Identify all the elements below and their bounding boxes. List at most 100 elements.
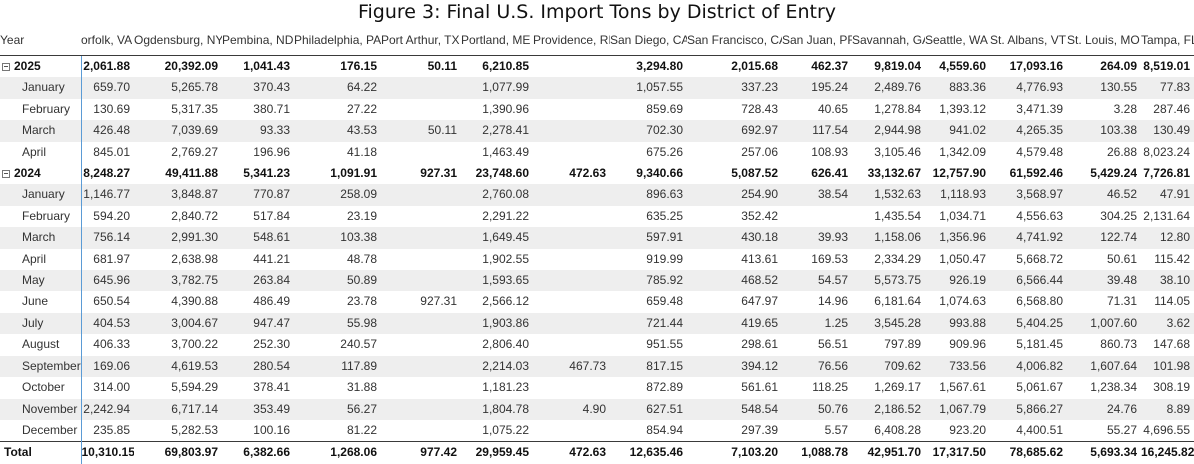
value-cell xyxy=(533,120,610,142)
month-row-header: March xyxy=(0,120,82,142)
month-row: October 314.00 5,594.29 378.41 31.88 1,181.23… xyxy=(0,377,1194,399)
value-cell: 675.26 xyxy=(646,144,683,159)
column-header[interactable]: Ogdensburg, NY xyxy=(134,26,222,56)
column-header[interactable]: Providence, RI xyxy=(533,26,610,56)
collapse-icon[interactable] xyxy=(2,62,10,71)
total-cell: 12,635.46 xyxy=(610,441,687,464)
value-cell: 64.22 xyxy=(294,77,381,99)
column-header[interactable]: orfolk, VA xyxy=(81,26,134,56)
month-row-header: October xyxy=(0,377,82,399)
value-cell: 118.25 xyxy=(812,380,848,395)
value-cell: 240.57 xyxy=(340,337,377,352)
value-cell: 872.89 xyxy=(646,380,683,395)
value-cell: 314.00 xyxy=(93,380,130,395)
value-cell: 8.89 xyxy=(1141,398,1194,420)
month-row-header: September xyxy=(0,355,82,378)
value-cell: 353.49 xyxy=(222,398,294,420)
value-cell: 2,278.41 xyxy=(461,120,533,142)
value-cell: 2,015.68 xyxy=(731,59,778,73)
column-header[interactable]: St. Louis, MO xyxy=(1067,26,1141,56)
value-cell: 5.57 xyxy=(824,422,848,437)
month-row-header: February xyxy=(0,205,82,228)
collapse-icon[interactable] xyxy=(2,169,10,178)
total-cell: 7,103.20 xyxy=(687,441,782,464)
value-cell: 130.69 xyxy=(93,101,130,116)
value-cell: 1,903.86 xyxy=(461,312,533,335)
year-row-header[interactable]: 2024 xyxy=(0,163,82,185)
row-label: December xyxy=(22,422,78,437)
value-cell: 6,181.64 xyxy=(874,294,921,309)
value-cell: 5,341.23 xyxy=(243,166,290,181)
value-cell: 49,411.88 xyxy=(165,166,218,181)
value-cell: 1,532.63 xyxy=(852,184,925,206)
value-cell: 12,757.90 xyxy=(932,166,986,181)
value-cell: 50.11 xyxy=(427,59,457,73)
value-cell: 896.63 xyxy=(610,184,687,206)
value-cell: 1,146.77 xyxy=(81,184,134,206)
month-row-header: December xyxy=(0,419,82,442)
column-header[interactable]: Tampa, FL xyxy=(1141,26,1194,56)
value-cell: 1,902.55 xyxy=(482,251,529,266)
column-header[interactable]: Seattle, WA xyxy=(925,26,990,56)
row-label: January xyxy=(22,187,65,202)
year-row-header[interactable]: 2025 xyxy=(0,55,82,78)
value-cell xyxy=(381,398,461,420)
value-cell xyxy=(381,312,461,335)
value-cell xyxy=(533,56,610,78)
value-cell: 46.52 xyxy=(1067,184,1141,206)
column-header[interactable]: Savannah, GA xyxy=(852,26,925,56)
value-cell: 659.48 xyxy=(646,294,683,309)
value-cell: 1,356.96 xyxy=(925,227,990,249)
column-header[interactable]: St. Albans, VT xyxy=(990,26,1067,56)
month-row: September 169.06 4,619.53 280.54 117.89 2,214… xyxy=(0,355,1194,378)
value-cell: 845.01 xyxy=(93,144,130,159)
value-cell: 467.73 xyxy=(533,355,610,378)
value-cell: 1,435.54 xyxy=(874,208,921,223)
value-cell xyxy=(533,291,610,312)
value-cell: 7,726.81 xyxy=(1143,166,1190,181)
value-cell: 1,007.60 xyxy=(1067,312,1141,335)
value-cell: 12.80 xyxy=(1141,227,1194,249)
column-header[interactable]: San Juan, PR xyxy=(782,26,852,56)
value-cell: 594.20 xyxy=(93,208,130,223)
column-header[interactable]: Philadelphia, PA xyxy=(294,26,381,56)
value-cell: 26.88 xyxy=(1106,144,1137,159)
value-cell: 635.25 xyxy=(646,208,683,223)
value-cell xyxy=(533,227,610,249)
value-cell: 692.97 xyxy=(687,120,782,142)
value-cell: 380.71 xyxy=(253,101,290,116)
row-label: August xyxy=(22,337,60,352)
value-cell xyxy=(381,420,461,442)
value-cell: 4,265.35 xyxy=(990,120,1067,142)
value-cell: 406.33 xyxy=(93,337,130,352)
month-row-header: July xyxy=(0,312,82,335)
value-cell: 115.42 xyxy=(1154,251,1190,266)
value-cell: 287.46 xyxy=(1153,101,1190,116)
value-cell: 103.38 xyxy=(294,227,381,249)
row-header-label[interactable]: Year xyxy=(0,26,81,56)
value-cell: 337.23 xyxy=(687,77,782,99)
value-cell: 48.78 xyxy=(346,251,377,266)
column-header[interactable]: Portland, ME xyxy=(461,26,533,56)
total-cell: 42,951.70 xyxy=(852,441,925,464)
value-cell: 770.87 xyxy=(222,184,294,206)
value-cell: 50.89 xyxy=(294,270,381,292)
value-cell: 370.43 xyxy=(222,77,294,99)
total-cell: 10,310.15 xyxy=(81,441,134,464)
column-header[interactable]: Port Arthur, TX xyxy=(381,26,461,56)
column-header[interactable]: San Diego, CA xyxy=(610,26,687,56)
row-label: May xyxy=(22,273,45,288)
value-cell: 280.54 xyxy=(222,355,294,378)
value-cell: 1,342.09 xyxy=(939,144,986,159)
value-cell: 5,181.45 xyxy=(1016,337,1063,352)
value-cell: 926.19 xyxy=(925,270,990,292)
value-cell: 947.47 xyxy=(222,312,294,335)
value-cell: 627.51 xyxy=(610,398,687,420)
value-cell xyxy=(533,142,610,163)
value-cell: 2,291.22 xyxy=(482,208,529,223)
value-cell: 8,023.24 xyxy=(1143,144,1190,159)
column-header[interactable]: San Francisco, CA xyxy=(687,26,782,56)
column-header[interactable]: Pembina, ND xyxy=(222,26,294,56)
column-header-row: Year orfolk, VA Ogdensburg, NY Pembina, ND… xyxy=(0,26,1194,56)
value-cell: 909.96 xyxy=(949,337,986,352)
